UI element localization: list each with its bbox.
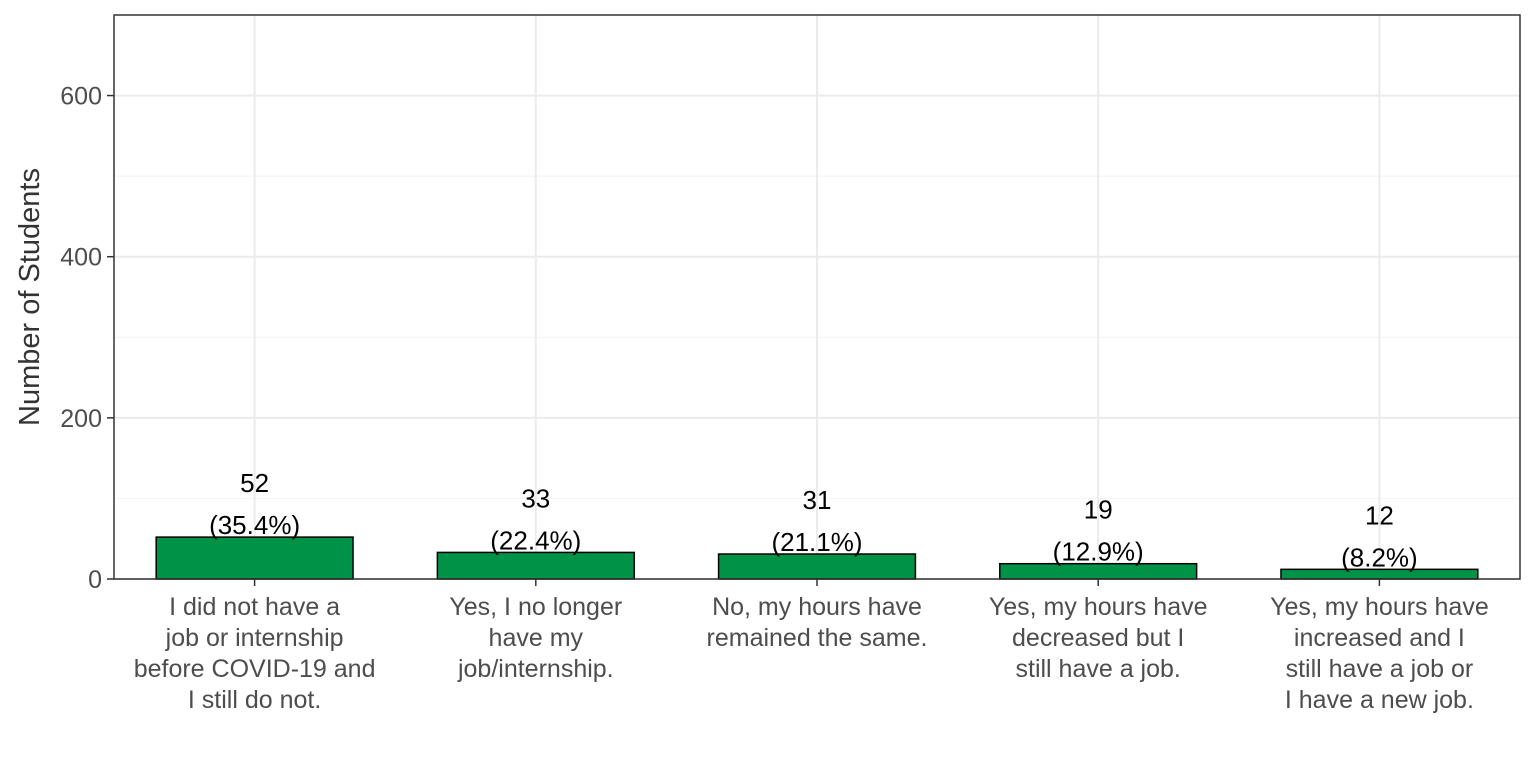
x-tick-label-line: Yes, my hours have xyxy=(989,593,1208,621)
bar xyxy=(155,536,354,580)
x-tick-label-line: Yes, I no longer xyxy=(449,593,622,621)
x-tick-label-line: still have a job. xyxy=(1016,655,1181,683)
bar-value-label: 52 xyxy=(240,468,269,498)
x-tick-label: I did not have a job or internship before … xyxy=(134,593,376,714)
bar-percent-label: (22.4%) xyxy=(490,525,581,555)
bar-percent-label: (12.9%) xyxy=(1053,537,1144,567)
x-tick-label-line: remained the same. xyxy=(707,624,928,652)
bar-percent-label: (8.2%) xyxy=(1341,542,1418,572)
x-tick-label-line: I have a new job. xyxy=(1285,686,1474,714)
bars xyxy=(155,536,1479,580)
x-tick-label-line: I did not have a xyxy=(169,593,340,621)
x-tick-label: Yes, I no longer have my job/internship. xyxy=(449,593,622,683)
x-tick-label-line: No, my hours have xyxy=(712,593,922,621)
bar-value-label: 31 xyxy=(803,485,832,515)
x-tick-label-line: decreased but I xyxy=(1012,624,1184,652)
bar-percent-label: (35.4%) xyxy=(209,510,300,540)
x-tick-label: Yes, my hours have decreased but I still h… xyxy=(989,593,1208,683)
y-tick-label: 0 xyxy=(88,566,102,594)
x-tick-label-line: before COVID-19 and xyxy=(134,655,376,683)
x-tick-label-line: Yes, my hours have xyxy=(1270,593,1489,621)
x-tick-label-line: increased and I xyxy=(1294,624,1465,652)
x-tick-label-line: job/internship. xyxy=(457,655,614,683)
y-tick-label: 400 xyxy=(60,244,102,272)
x-tick-label-line: I still do not. xyxy=(188,686,321,714)
x-tick-label-line: have my xyxy=(489,624,584,652)
x-tick-label-line: still have a job or xyxy=(1286,655,1474,683)
bar-value-label: 12 xyxy=(1365,500,1394,530)
x-tick-label: Yes, my hours have increased and I still h… xyxy=(1270,593,1489,714)
x-tick-label-line: job or internship xyxy=(165,624,344,652)
bar-value-label: 19 xyxy=(1084,495,1113,525)
bar xyxy=(436,551,635,580)
axes: 0 200 400 600 I did not have a job or interns… xyxy=(60,14,1521,714)
bar-percent-label: (21.1%) xyxy=(771,527,862,557)
bar-labels: 52 (35.4%) 33 (22.4%) 31 (21.1%) 19 (12.9%) 12 (8… xyxy=(209,468,1418,572)
x-tick-label: No, my hours have remained the same. xyxy=(707,593,928,652)
grid-lines xyxy=(114,14,1520,580)
bar-value-label: 33 xyxy=(521,483,550,513)
y-tick-label: 600 xyxy=(60,83,102,111)
bar xyxy=(717,553,917,580)
y-tick-label: 200 xyxy=(60,405,102,433)
y-axis-title: Number of Students xyxy=(14,168,46,426)
